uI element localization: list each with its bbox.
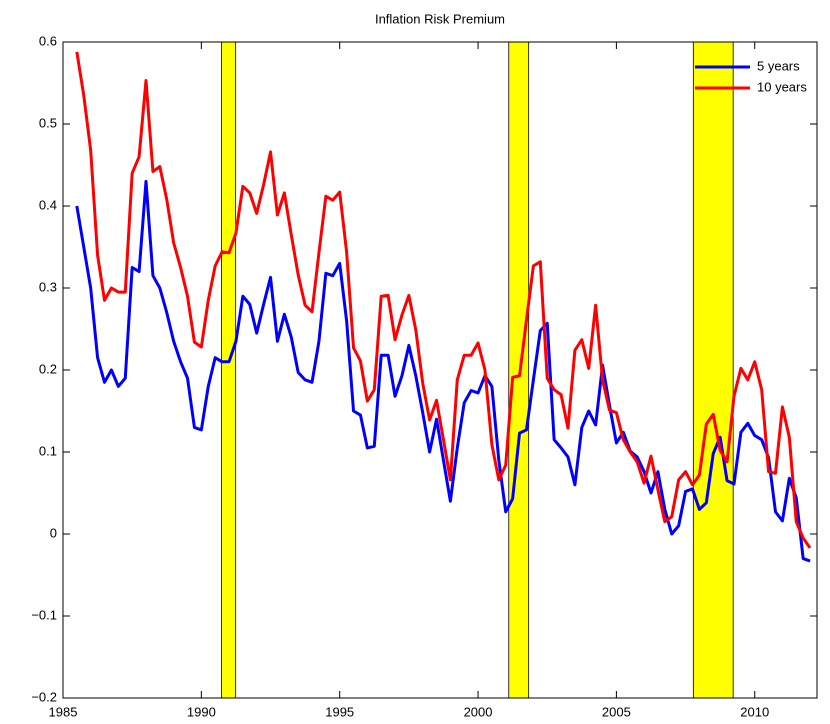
axes-box — [62, 41, 818, 699]
legend-label: 10 years — [757, 79, 807, 94]
x-tick-label: 1990 — [187, 704, 216, 719]
series-line — [75, 51, 812, 549]
y-tick-label: 0 — [50, 525, 57, 540]
y-tick-label: 0.3 — [39, 279, 57, 294]
y-tick-label: −0.1 — [31, 607, 57, 622]
x-tick-label: 1985 — [49, 704, 78, 719]
shaded-period — [692, 41, 734, 699]
x-tick-label: 2005 — [602, 704, 631, 719]
shaded-period — [221, 41, 237, 699]
y-tick-label: 0.1 — [39, 443, 57, 458]
y-tick-label: 0.2 — [39, 361, 57, 376]
y-tick-label: 0.5 — [39, 115, 57, 130]
legend-label: 5 years — [757, 58, 800, 73]
y-tick-label: 0.4 — [39, 197, 57, 212]
chart-title: Inflation Risk Premium — [375, 11, 505, 26]
y-tick-label: −0.2 — [31, 689, 57, 704]
x-tick-label: 2000 — [464, 704, 493, 719]
shaded-period — [508, 41, 530, 699]
x-tick-label: 1995 — [325, 704, 354, 719]
x-tick-label: 2010 — [740, 704, 769, 719]
y-tick-label: 0.6 — [39, 33, 57, 48]
series-line — [75, 179, 811, 563]
